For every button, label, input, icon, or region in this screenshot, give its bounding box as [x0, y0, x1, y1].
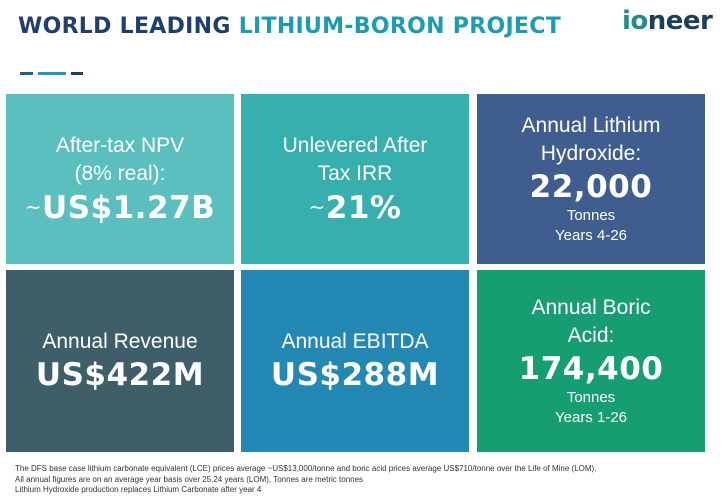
logo-suffix: neer: [647, 6, 713, 36]
lithium-years: Years 4-26: [555, 227, 627, 244]
irr-value-text: 21%: [325, 189, 402, 226]
ebitda-label: Annual EBITDA: [281, 330, 429, 353]
tile-annual-ebitda: Annual EBITDA US$288M: [241, 270, 469, 452]
ebitda-value: US$288M: [270, 357, 440, 393]
boric-label-line-1: Annual Boric: [531, 296, 651, 319]
boric-value: 174,400: [518, 351, 664, 387]
irr-value: ~21%: [309, 188, 402, 227]
npv-value-text: US$1.27B: [42, 189, 216, 226]
tile-after-tax-npv: After-tax NPV (8% real): ~US$1.27B: [6, 94, 234, 264]
lithium-unit: Tonnes: [566, 207, 616, 224]
lithium-value: 22,000: [529, 169, 653, 205]
footnote-line-1: The DFS base case lithium carbonate equi…: [15, 464, 597, 473]
ioneer-logo: ioneer: [622, 6, 713, 36]
dash-3: [71, 72, 83, 75]
dash-1: [20, 72, 33, 75]
tile-annual-revenue: Annual Revenue US$422M: [6, 270, 234, 452]
irr-label-line-1: Unlevered After: [282, 133, 428, 157]
npv-label-line-2: (8% real):: [74, 161, 166, 185]
boric-years: Years 1-26: [555, 409, 627, 426]
irr-label-line-2: Tax IRR: [317, 161, 393, 185]
npv-value: ~US$1.27B: [25, 188, 215, 227]
revenue-value: US$422M: [35, 357, 205, 393]
footnote-line-2: All annual figures are on an average yea…: [15, 474, 364, 484]
page-title: WORLD LEADING LITHIUM-BORON PROJECT: [18, 14, 561, 39]
footnote-line-3: Lithium Hydroxide production replaces Li…: [15, 485, 262, 494]
logo-prefix: io: [622, 6, 648, 36]
title-part-1: WORLD LEADING: [18, 14, 239, 39]
footnotes: The DFS base case lithium carbonate equi…: [15, 464, 715, 496]
dash-2: [38, 72, 66, 75]
lithium-label-line-2: Hydroxide:: [540, 142, 642, 165]
npv-approx-sign: ~: [24, 194, 43, 219]
irr-approx-sign: ~: [308, 194, 326, 219]
tile-annual-lithium-hydroxide: Annual Lithium Hydroxide: 22,000 Tonnes …: [477, 94, 705, 264]
npv-label-line-1: After-tax NPV: [55, 133, 185, 157]
tile-unlevered-irr: Unlevered After Tax IRR ~21%: [241, 94, 469, 264]
tile-annual-boric-acid: Annual Boric Acid: 174,400 Tonnes Years …: [477, 270, 705, 452]
revenue-label: Annual Revenue: [42, 330, 198, 353]
title-part-2: LITHIUM-BORON PROJECT: [238, 14, 562, 39]
boric-label-line-2: Acid:: [567, 324, 615, 347]
boric-unit: Tonnes: [566, 389, 616, 406]
lithium-label-line-1: Annual Lithium: [521, 114, 661, 137]
